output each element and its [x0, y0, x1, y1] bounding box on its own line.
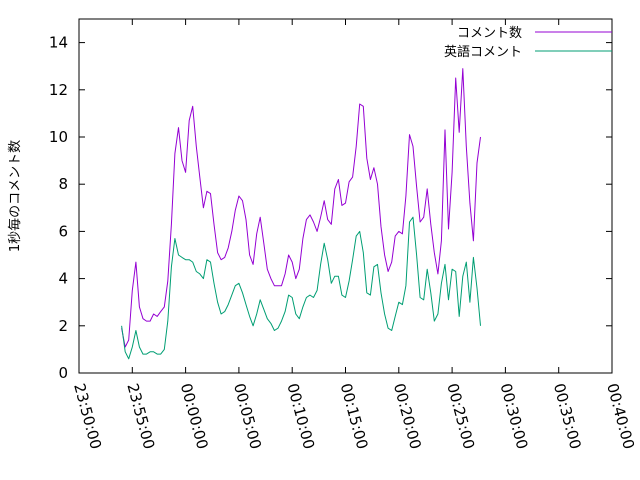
y-tick-label: 2	[58, 317, 68, 335]
series-line-1	[121, 68, 481, 348]
y-axis-ticks: 0 2 4 6 8 10 12 14	[49, 34, 612, 382]
y-tick-label: 6	[58, 222, 68, 240]
y-tick-label: 14	[49, 34, 68, 52]
plot-frame	[78, 18, 613, 374]
y-axis-label: 1秒毎のコメント数	[7, 140, 23, 252]
series-line-2	[121, 216, 481, 360]
series-layer	[121, 68, 481, 360]
y-tick-label: 12	[49, 81, 68, 99]
legend-label-2: 英語コメント	[444, 44, 522, 60]
y-tick-label: 4	[58, 270, 68, 288]
y-tick-label: 8	[58, 175, 68, 193]
legend-label-1: コメント数	[457, 26, 522, 41]
y-tick-label: 10	[49, 128, 68, 146]
y-tick-label: 0	[58, 364, 68, 382]
